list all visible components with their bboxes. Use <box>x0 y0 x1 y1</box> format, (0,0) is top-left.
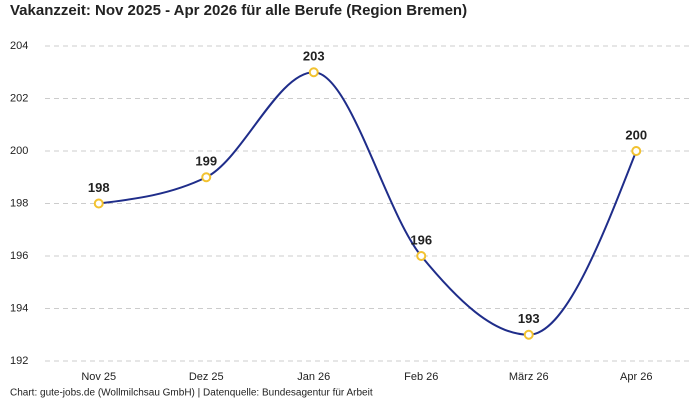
marker <box>93 198 104 209</box>
x-tick-label: Nov 25 <box>81 371 116 383</box>
y-tick-label: 204 <box>10 40 28 52</box>
x-tick-label: Dez 25 <box>189 371 224 383</box>
data-label: 198 <box>88 180 110 195</box>
y-tick-label: 198 <box>10 197 28 209</box>
x-tick-label: März 26 <box>509 371 549 383</box>
y-tick-label: 200 <box>10 145 28 157</box>
data-label: 196 <box>410 232 432 247</box>
y-tick-label: 192 <box>10 355 28 367</box>
data-label: 203 <box>303 49 325 64</box>
x-tick-label: Apr 26 <box>620 371 652 383</box>
data-label: 199 <box>195 154 217 169</box>
chart-title: Vakanzzeit: Nov 2025 - Apr 2026 für alle… <box>10 2 467 19</box>
marker <box>523 329 534 340</box>
x-tick-label: Feb 26 <box>404 371 438 383</box>
y-tick-label: 196 <box>10 250 28 262</box>
x-tick-label: Jan 26 <box>297 371 330 383</box>
line <box>98 71 638 336</box>
data-label: 200 <box>625 127 647 142</box>
source: Chart: gute-jobs.de (Wollmilchsau GmbH) … <box>10 388 373 399</box>
marker <box>631 146 642 156</box>
marker <box>308 67 319 78</box>
y-tick-label: 194 <box>10 302 28 314</box>
marker <box>201 172 212 183</box>
data-label: 193 <box>518 311 540 326</box>
marker <box>416 251 427 261</box>
y-tick-label: 202 <box>10 92 28 104</box>
